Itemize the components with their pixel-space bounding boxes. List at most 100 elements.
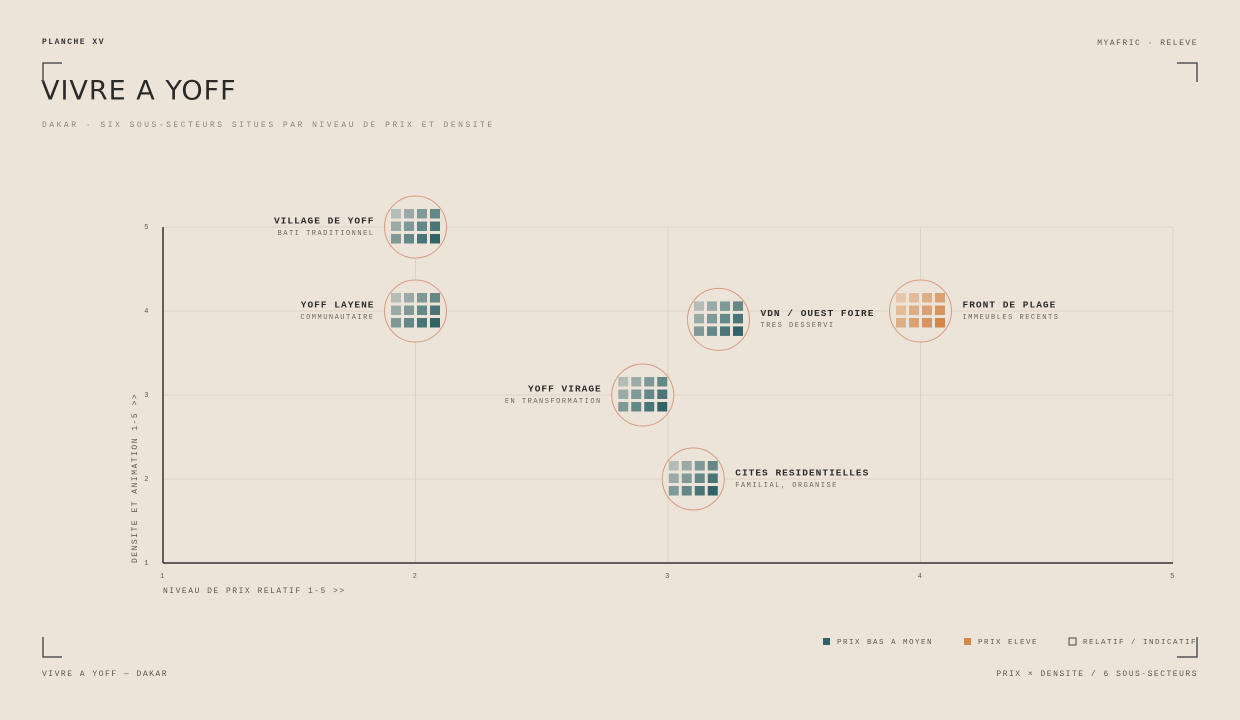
- cell: [681, 473, 692, 483]
- cell: [391, 209, 401, 219]
- cell: [631, 389, 642, 399]
- footer-left: VIVRE A YOFF — DAKAR: [42, 670, 168, 679]
- cell: [668, 473, 679, 483]
- cell: [896, 318, 906, 328]
- cell: [694, 461, 705, 471]
- y-axis-label: DENSITE ET ANIMATION 1-5 >>: [131, 393, 140, 563]
- cell: [707, 326, 717, 336]
- cell: [720, 301, 730, 311]
- cell: [618, 389, 629, 399]
- cell: [733, 313, 743, 324]
- cell: [935, 305, 945, 315]
- cell: [733, 326, 743, 336]
- cell: [896, 305, 906, 315]
- subtitle: DAKAR · SIX SOUS-SECTEURS SITUES PAR NIV…: [42, 121, 495, 130]
- x-tick-label: 2: [413, 573, 419, 581]
- cell: [430, 234, 440, 244]
- cell: [430, 318, 440, 328]
- cell: [631, 377, 642, 387]
- cell: [430, 305, 440, 315]
- point-note: IMMEUBLES RECENTS: [963, 314, 1060, 322]
- y-tick-label: 1: [144, 560, 150, 568]
- cell: [707, 313, 717, 324]
- corner: [1177, 637, 1198, 658]
- y-tick-label: 3: [144, 392, 150, 400]
- cell: [430, 221, 440, 231]
- cell: [909, 293, 919, 303]
- cell: [909, 305, 919, 315]
- cell: [707, 461, 718, 471]
- cell: [644, 402, 655, 412]
- point-note: EN TRANSFORMATION: [505, 398, 602, 406]
- cell: [896, 293, 906, 303]
- x-tick-label: 4: [918, 573, 924, 581]
- point-note: TRES DESSERVI: [761, 322, 835, 330]
- cell: [935, 318, 945, 328]
- cell: [657, 402, 668, 412]
- plate: PLANCHE XV: [42, 38, 105, 47]
- cell: [391, 234, 401, 244]
- point-name: VDN / OUEST FOIRE: [761, 308, 875, 319]
- point-name: YOFF LAYENE: [301, 300, 375, 311]
- cell: [404, 209, 414, 219]
- cell: [668, 461, 679, 471]
- point-name: FRONT DE PLAGE: [963, 300, 1057, 311]
- legend-label: RELATIF / INDICATIF: [1083, 639, 1197, 647]
- cell: [694, 486, 705, 496]
- cell: [404, 318, 414, 328]
- legend-label: PRIX ELEVE: [978, 639, 1038, 647]
- cell: [417, 209, 427, 219]
- chart-title: VIVRE A YOFF: [41, 76, 237, 107]
- cell: [694, 473, 705, 483]
- cell: [417, 318, 427, 328]
- cell: [644, 377, 655, 387]
- x-tick-label: 1: [160, 573, 166, 581]
- y-tick-label: 5: [144, 224, 150, 232]
- cell: [922, 293, 932, 303]
- cell: [391, 318, 401, 328]
- cell: [644, 389, 655, 399]
- cell: [404, 234, 414, 244]
- cell: [707, 301, 717, 311]
- footer-right: PRIX × DENSITE / 6 SOUS-SECTEURS: [996, 670, 1198, 679]
- cell: [922, 305, 932, 315]
- point-name: CITES RESIDENTIELLES: [735, 468, 869, 479]
- y-tick-label: 2: [144, 476, 150, 484]
- cell: [935, 293, 945, 303]
- point-name: VILLAGE DE YOFF: [274, 216, 375, 227]
- cell: [733, 301, 743, 311]
- cell: [430, 293, 440, 303]
- cell: [657, 377, 668, 387]
- corner: [42, 637, 62, 658]
- cell: [681, 486, 692, 496]
- cell: [417, 221, 427, 231]
- legend-swatch: [964, 638, 971, 645]
- cell: [618, 402, 629, 412]
- cell: [618, 377, 629, 387]
- point-note: FAMILIAL, ORGANISE: [735, 482, 838, 490]
- cell: [720, 313, 730, 324]
- corner: [1177, 62, 1198, 82]
- cell: [404, 305, 414, 315]
- cell: [694, 313, 704, 324]
- cell: [417, 305, 427, 315]
- cell: [404, 293, 414, 303]
- legend-swatch: [1068, 637, 1077, 646]
- cell: [694, 301, 704, 311]
- cell: [631, 402, 642, 412]
- point-note: BATI TRADITIONNEL: [278, 230, 375, 238]
- cell: [694, 326, 704, 336]
- cell: [909, 318, 919, 328]
- brand: MYAFRIC · RELEVE: [1097, 39, 1198, 48]
- cell: [391, 221, 401, 231]
- legend-swatch: [823, 638, 830, 645]
- cell: [681, 461, 692, 471]
- legend-label: PRIX BAS A MOYEN: [837, 639, 933, 647]
- corner: [42, 62, 62, 82]
- cell: [668, 486, 679, 496]
- cell: [707, 486, 718, 496]
- x-tick-label: 5: [1170, 573, 1176, 581]
- cell: [417, 234, 427, 244]
